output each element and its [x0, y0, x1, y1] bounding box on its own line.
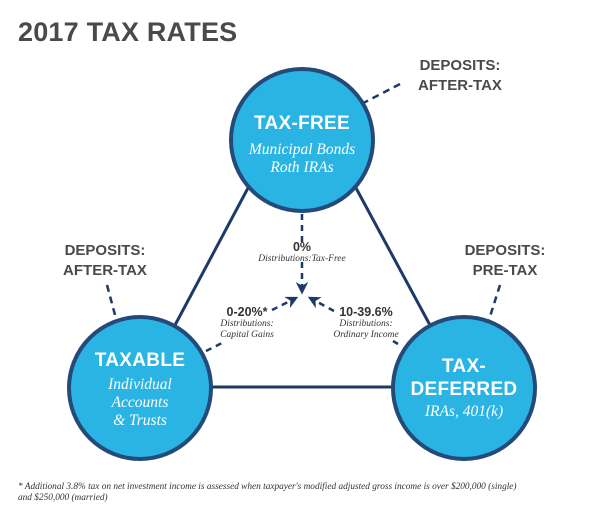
distribution-rate: 10-39.6% — [339, 305, 393, 319]
distribution-rate: 0-20%* — [226, 305, 268, 319]
distribution-desc: Ordinary Income — [333, 330, 399, 340]
deposit-label-line1: DEPOSITS: — [64, 242, 146, 259]
footnote-line: and $250,000 (married) — [18, 493, 108, 503]
distribution-arrow-taxable-upper — [271, 296, 299, 312]
deposit-label-line1: DEPOSITS: — [419, 57, 501, 74]
node-subtitle-line: Individual — [108, 376, 172, 393]
deposit-label-line2: AFTER-TAX — [418, 77, 502, 94]
node-tax-free-circle — [229, 67, 375, 213]
distribution-desc: Distributions:Tax-Free — [258, 254, 346, 264]
node-heading: TAXABLE — [94, 350, 186, 371]
node-subtitle-line: & Trusts — [113, 412, 167, 429]
distribution-desc: Distributions: — [339, 319, 393, 329]
node-tax-free: TAX-FREE Municipal Bonds Roth IRAs — [232, 112, 372, 177]
node-tax-deferred: TAX- DEFERRED IRAs, 401(k) — [394, 355, 534, 421]
deposit-label-line2: PRE-TAX — [472, 262, 538, 279]
distribution-label-taxable: 0-20%* Distributions: Capital Gains — [212, 305, 282, 341]
connector-taxfree-taxable — [172, 187, 250, 328]
deposit-label-taxdeferred: DEPOSITS: PRE-TAX — [450, 241, 560, 281]
distribution-desc: Distributions: — [220, 319, 274, 329]
deposit-label-taxfree: DEPOSITS: AFTER-TAX — [405, 56, 515, 96]
connector-taxfree-taxdeferred — [354, 187, 433, 328]
footnote: * Additional 3.8% tax on net investment … — [18, 482, 588, 504]
node-subtitle-line: Roth IRAs — [270, 159, 334, 176]
node-heading: TAX-FREE — [254, 113, 350, 134]
deposit-label-line2: AFTER-TAX — [63, 262, 147, 279]
node-subtitle-line: IRAs, 401(k) — [424, 403, 504, 420]
distribution-arrow-taxdeferred — [392, 339, 399, 346]
deposit-label-taxable: DEPOSITS: AFTER-TAX — [50, 241, 160, 281]
node-heading-line: TAX- — [441, 356, 487, 377]
page-title: 2017 TAX RATES — [18, 17, 238, 47]
node-taxable-circle — [67, 315, 213, 461]
distribution-arrow-taxdeferred-upper — [307, 296, 335, 313]
node-tax-deferred-circle — [391, 315, 537, 461]
distribution-desc: Capital Gains — [220, 330, 274, 340]
deposit-label-line1: DEPOSITS: — [464, 242, 546, 259]
distribution-label-taxfree: 0% Distributions:Tax-Free — [247, 240, 357, 265]
distribution-rate: 0% — [292, 240, 312, 254]
distribution-arrow-taxable — [205, 341, 223, 353]
node-taxable: TAXABLE Individual Accounts & Trusts — [70, 349, 210, 430]
node-subtitle-line: Accounts — [111, 394, 169, 411]
distribution-label-taxdeferred: 10-39.6% Distributions: Ordinary Income — [326, 305, 406, 341]
node-heading-line: DEFERRED — [410, 379, 518, 400]
node-subtitle-line: Municipal Bonds — [248, 141, 356, 158]
footnote-line: * Additional 3.8% tax on net investment … — [18, 482, 517, 492]
